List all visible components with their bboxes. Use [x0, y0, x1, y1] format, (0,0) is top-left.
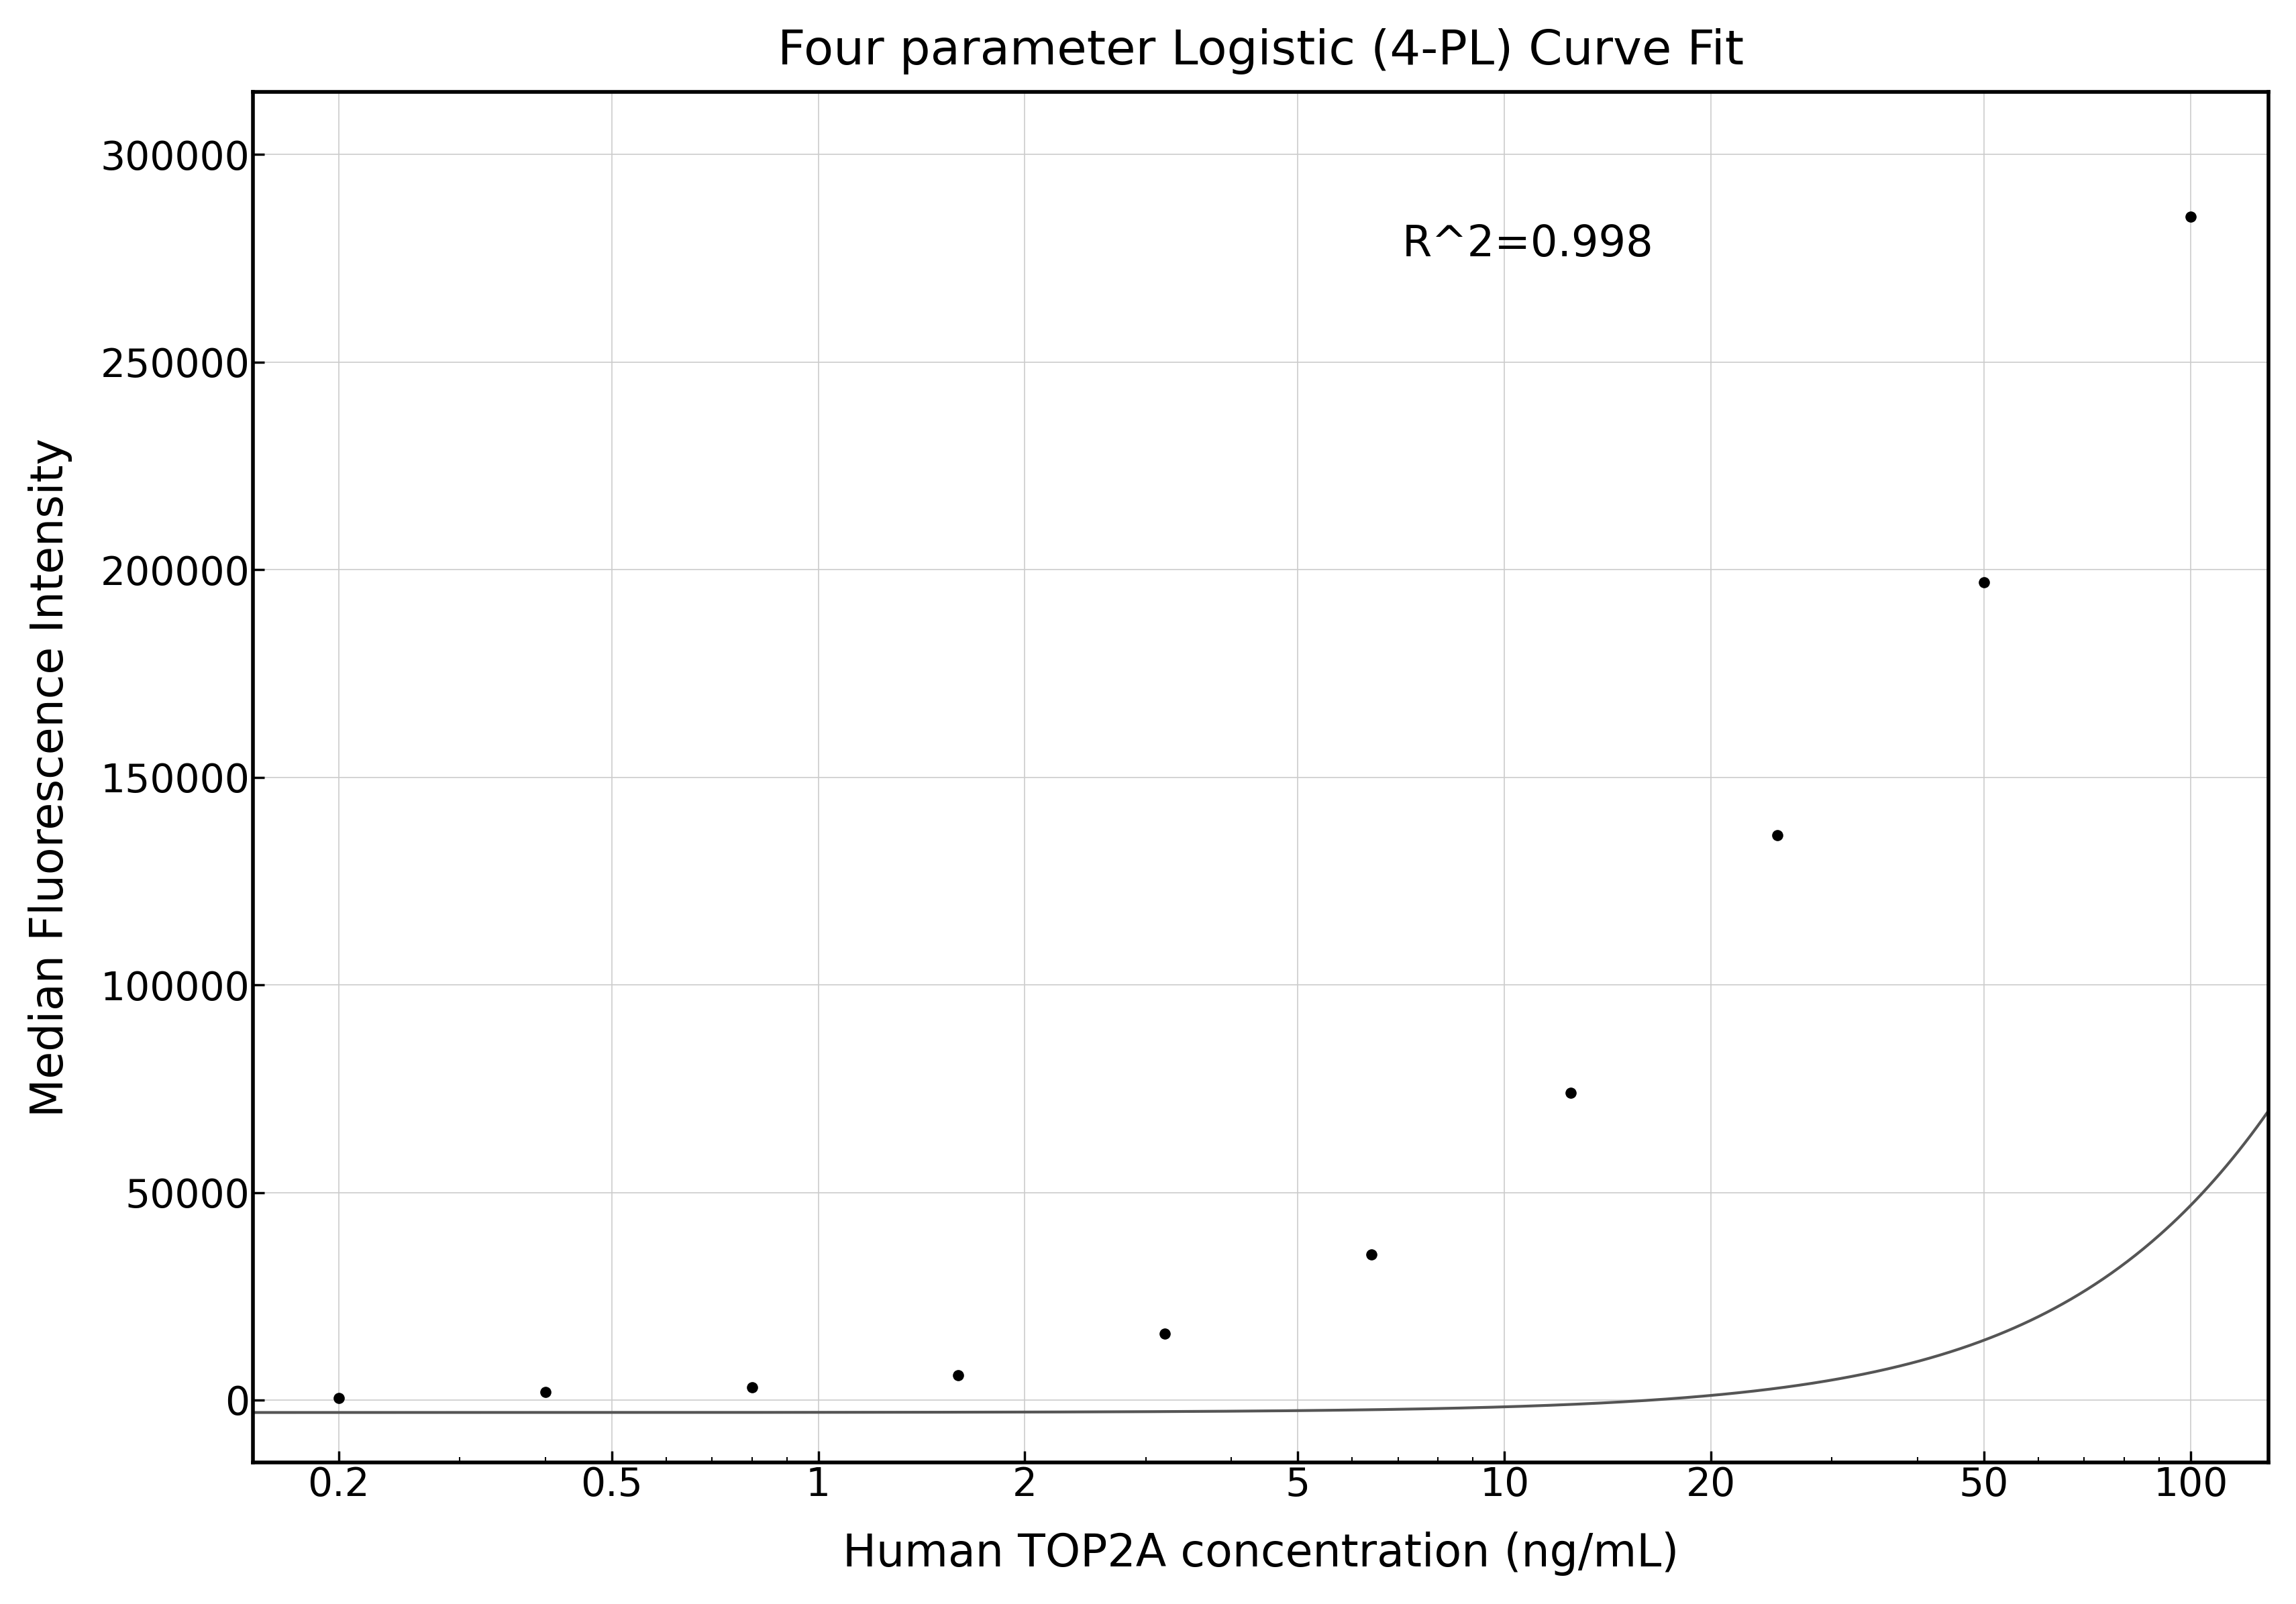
Y-axis label: Median Fluorescence Intensity: Median Fluorescence Intensity [28, 438, 71, 1116]
Point [1352, 1241, 1389, 1267]
Point [1759, 823, 1795, 849]
Title: Four parameter Logistic (4-PL) Curve Fit: Four parameter Logistic (4-PL) Curve Fit [778, 27, 1743, 74]
Point [732, 1375, 769, 1400]
Point [2172, 204, 2209, 229]
Point [319, 1386, 356, 1412]
Point [939, 1362, 976, 1387]
Text: R^2=0.998: R^2=0.998 [1401, 223, 1653, 265]
Point [1552, 1079, 1589, 1105]
X-axis label: Human TOP2A concentration (ng/mL): Human TOP2A concentration (ng/mL) [843, 1532, 1678, 1577]
Point [1965, 569, 2002, 595]
Point [1146, 1320, 1182, 1346]
Point [526, 1379, 563, 1405]
